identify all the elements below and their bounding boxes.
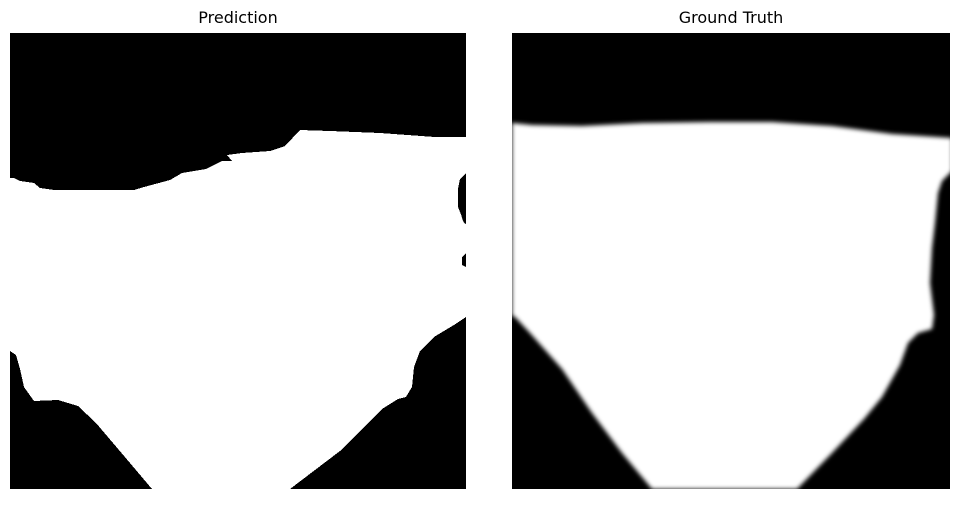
ground-truth-foreground-region: [512, 122, 950, 489]
ground-truth-mask-image: [512, 33, 950, 489]
ground-truth-mask-svg: [512, 33, 950, 489]
prediction-mask-image: [10, 33, 466, 489]
prediction-small-fragment: [431, 172, 441, 174]
prediction-mask-svg: [10, 33, 466, 489]
prediction-right-gap: [460, 176, 466, 224]
prediction-foreground-region: [10, 130, 466, 489]
prediction-right-notch: [464, 256, 466, 266]
ground-truth-title: Ground Truth: [678, 8, 784, 27]
prediction-title: Prediction: [198, 8, 278, 27]
